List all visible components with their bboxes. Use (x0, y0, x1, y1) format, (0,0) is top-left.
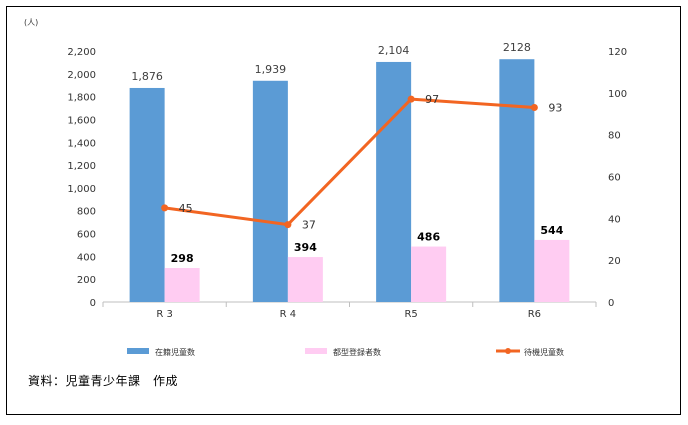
line-waiting-marker (161, 204, 169, 212)
y-left-tick-label: 1,000 (67, 184, 96, 195)
bar-enrolled (499, 59, 535, 303)
y-right-tick-label: 40 (608, 214, 621, 225)
y-right-tick-label: 120 (608, 47, 627, 58)
y-right-tick-label: 80 (608, 131, 621, 142)
line-waiting-marker (530, 103, 538, 111)
bar-enrolled (252, 80, 288, 302)
bar-registered-data-label: 298 (171, 252, 194, 265)
legend-label: 待機児童数 (524, 347, 564, 357)
source-note: 資料：児童青少年課 作成 (28, 374, 179, 388)
line-waiting (164, 97, 535, 227)
y-left-tick-label: 200 (77, 275, 96, 286)
y-left-tick-label: 600 (77, 230, 96, 241)
y-right-tick-label: 20 (608, 256, 621, 267)
legend-swatch-marker (505, 348, 511, 354)
y-left-tick-label: 1,600 (67, 115, 96, 126)
y-right-tick-label: 60 (608, 173, 621, 184)
x-tick-label: R6 (528, 309, 541, 320)
y-left-tick-label: 1,200 (67, 161, 96, 172)
x-tick-label: R5 (404, 309, 417, 320)
legend-label: 在籍児童数 (155, 347, 195, 357)
bar-enrolled-data-label: 1,876 (131, 70, 163, 83)
bar-registered-data-label: 486 (417, 231, 440, 244)
bar-enrolled-data-label: 2128 (503, 41, 531, 54)
y-left-tick-label: 800 (77, 207, 96, 218)
y-left-tick-label: 2,000 (67, 70, 96, 81)
y-unit-label: (人) (24, 18, 38, 27)
bar-registered (164, 268, 200, 302)
x-tick-label: R 3 (156, 309, 173, 320)
bar-enrolled (129, 87, 165, 302)
bar-registered (411, 246, 447, 302)
bar-registered (534, 239, 570, 302)
bar-registered-data-label: 544 (540, 224, 563, 237)
bar-enrolled-data-label: 1,939 (255, 63, 287, 76)
legend-label: 都型登録者数 (333, 347, 381, 357)
y-left-tick-label: 0 (90, 298, 96, 309)
legend-swatch (305, 348, 327, 354)
y-right-tick-label: 0 (608, 298, 614, 309)
line-waiting-data-label: 37 (302, 219, 316, 232)
bar-enrolled-data-label: 2,104 (378, 44, 410, 57)
bar-registered-data-label: 394 (294, 241, 317, 254)
y-left-tick-label: 1,400 (67, 138, 96, 149)
line-waiting-data-label: 45 (179, 202, 193, 215)
line-waiting-marker (284, 221, 292, 229)
chart-frame (6, 6, 681, 415)
bar-registered (287, 257, 323, 302)
line-waiting-marker (407, 95, 415, 103)
line-waiting-data-label: 97 (425, 93, 439, 106)
y-left-tick-label: 2,200 (67, 47, 96, 58)
bar-enrolled (376, 61, 412, 302)
x-tick-label: R 4 (280, 309, 297, 320)
line-waiting-data-label: 93 (548, 101, 562, 114)
y-left-tick-label: 1,800 (67, 93, 96, 104)
y-right-tick-label: 100 (608, 89, 627, 100)
y-left-tick-label: 400 (77, 252, 96, 263)
legend-swatch (127, 348, 149, 354)
